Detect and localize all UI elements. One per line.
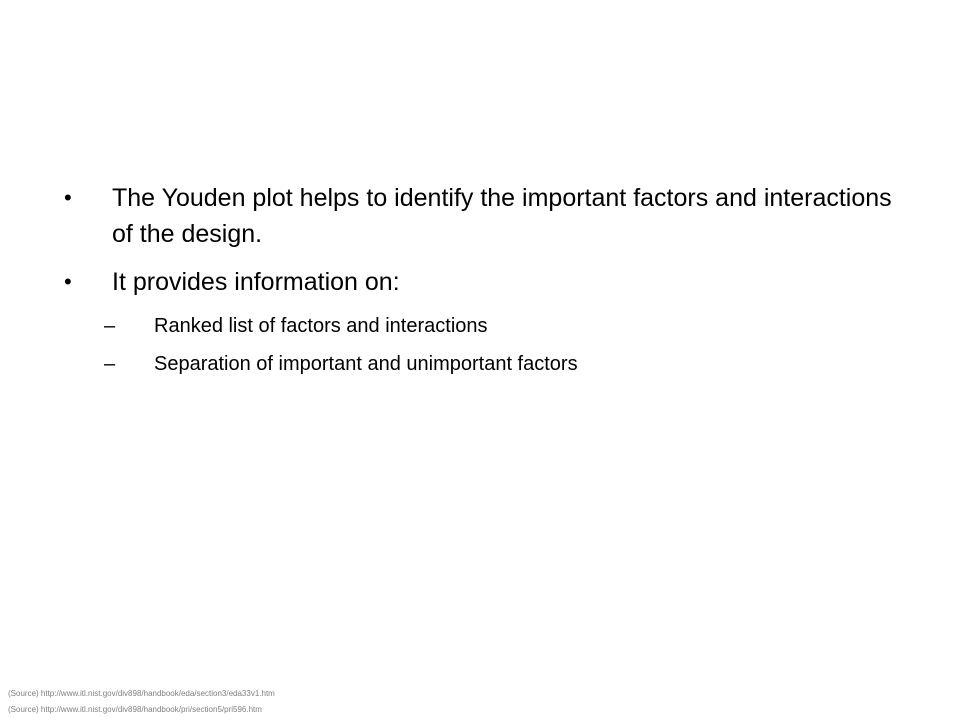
bullet-item: • It provides information on: [64,264,904,300]
bullet-item: • The Youden plot helps to identify the … [64,180,904,252]
bullet-text: The Youden plot helps to identify the im… [112,184,892,248]
bullet-text: It provides information on: [112,268,400,296]
sub-bullet-item: – Ranked list of factors and interaction… [64,312,904,340]
sub-bullet-text: Ranked list of factors and interactions [154,315,488,337]
bullet-marker: • [64,185,72,210]
sub-bullet-marker: – [104,315,116,337]
source-link[interactable]: (Source) http://www.itl.nist.gov/div898/… [8,705,262,714]
slide-content: • The Youden plot helps to identify the … [64,180,904,388]
source-citations: (Source) http://www.itl.nist.gov/div898/… [8,686,275,718]
sub-bullet-text: Separation of important and unimportant … [154,353,578,375]
sub-bullet-marker: – [104,353,116,375]
source-link[interactable]: (Source) http://www.itl.nist.gov/div898/… [8,689,275,698]
sub-bullet-item: – Separation of important and unimportan… [64,350,904,378]
bullet-marker: • [64,269,72,294]
